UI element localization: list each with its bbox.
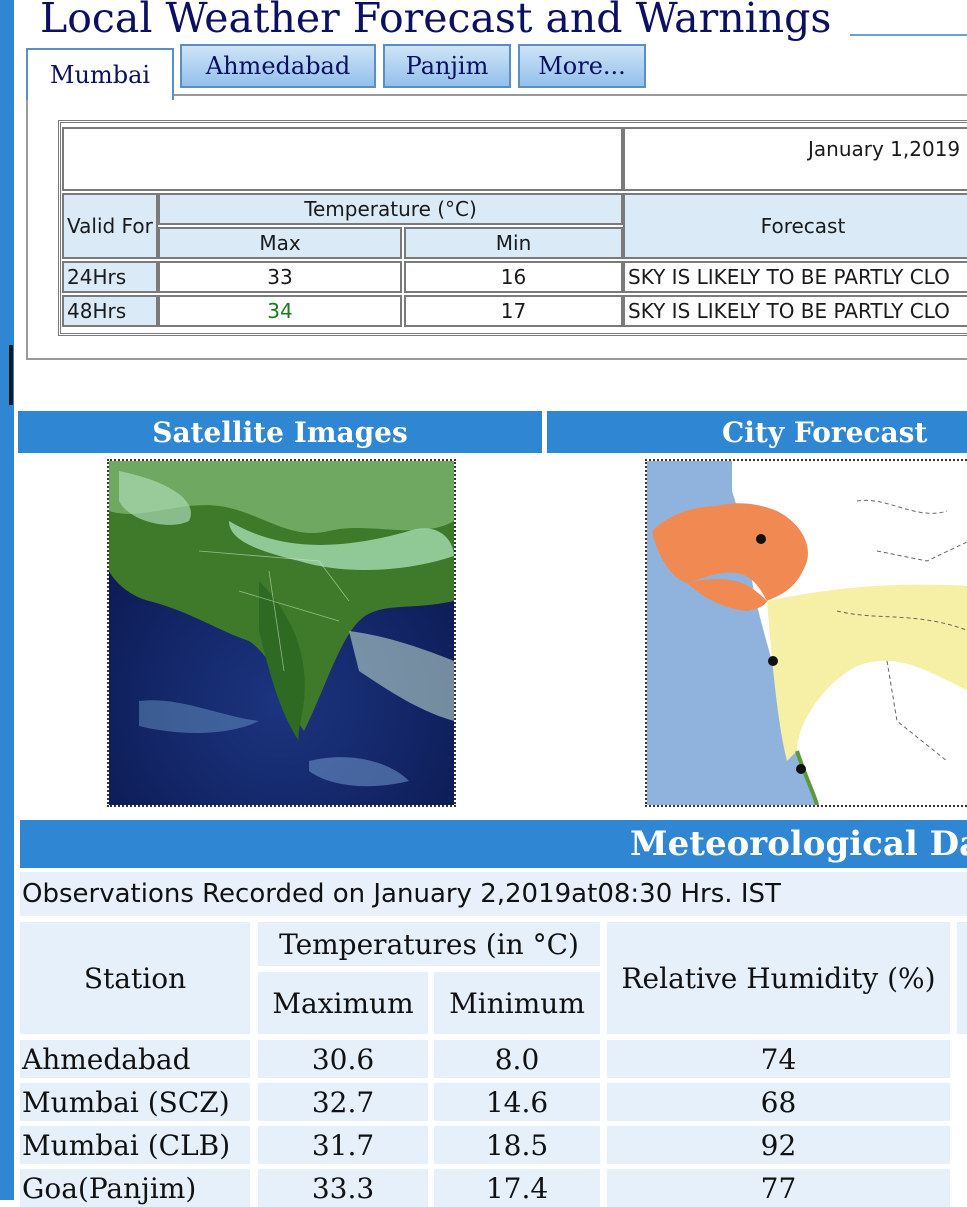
forecast-row-48-text: SKY IS LIKELY TO BE PARTLY CLO [623,295,967,327]
tab-panjim[interactable]: Panjim [383,44,511,88]
forecast-row-48-min: 17 [404,295,623,327]
max-header: Max [158,227,402,259]
humidity-header: Relative Humidity (%) [607,922,950,1034]
tab-more[interactable]: More... [518,44,646,88]
met-row-station: Goa(Panjim) [20,1169,250,1207]
forecast-date: January 1,2019 [623,127,967,191]
city-forecast-map[interactable] [645,459,967,807]
page-title: Local Weather Forecast and Warnings [40,0,832,42]
met-row-station: Mumbai (SCZ) [20,1083,250,1121]
forecast-table-blank-header [62,127,623,191]
temperature-header: Temperature (°C) [158,193,623,225]
scroll-indicator [9,345,13,405]
forecast-row-24-valid: 24Hrs [62,261,158,293]
min-header: Min [404,227,623,259]
met-row-min: 18.5 [434,1126,600,1164]
minimum-header: Minimum [434,972,600,1034]
forecast-header: Forecast [623,193,967,259]
met-row-min: 8.0 [434,1040,600,1078]
satellite-images-header: Satellite Images [18,411,542,453]
forecast-row-48-max: 34 [158,295,402,327]
valid-for-header: Valid For [62,193,158,259]
forecast-table: January 1,2019 Valid For Temperature (°C… [58,120,967,336]
satellite-image-graphic [109,461,454,805]
met-row-min: 14.6 [434,1083,600,1121]
forecast-row-48-valid: 48Hrs [62,295,158,327]
city-forecast-header: City Forecast [547,411,967,453]
forecast-row-24-text: SKY IS LIKELY TO BE PARTLY CLO [623,261,967,293]
temperatures-header: Temperatures (in °C) [258,922,600,966]
tab-mumbai[interactable]: Mumbai [26,48,174,100]
forecast-row-24-min: 16 [404,261,623,293]
satellite-image[interactable] [107,459,456,807]
title-divider [850,34,967,36]
tab-ahmedabad[interactable]: Ahmedabad [180,44,376,88]
city-forecast-map-graphic [647,461,967,805]
station-header: Station [20,922,250,1034]
met-row-station: Ahmedabad [20,1040,250,1078]
met-row-max: 33.3 [258,1169,428,1207]
observation-time: Observations Recorded on January 2,2019a… [20,872,967,916]
forecast-panel [26,94,967,360]
met-row-max: 31.7 [258,1126,428,1164]
met-row-rh: 74 [607,1040,950,1078]
meteorological-data-header: Meteorological Da [20,820,967,868]
maximum-header: Maximum [258,972,428,1034]
met-row-rh: 77 [607,1169,950,1207]
next-column-header [957,922,967,1034]
met-row-rh: 92 [607,1126,950,1164]
forecast-row-24-max: 33 [158,261,402,293]
left-edge-bar [0,0,14,1200]
met-row-rh: 68 [607,1083,950,1121]
met-row-max: 30.6 [258,1040,428,1078]
met-row-min: 17.4 [434,1169,600,1207]
met-row-max: 32.7 [258,1083,428,1121]
met-row-station: Mumbai (CLB) [20,1126,250,1164]
